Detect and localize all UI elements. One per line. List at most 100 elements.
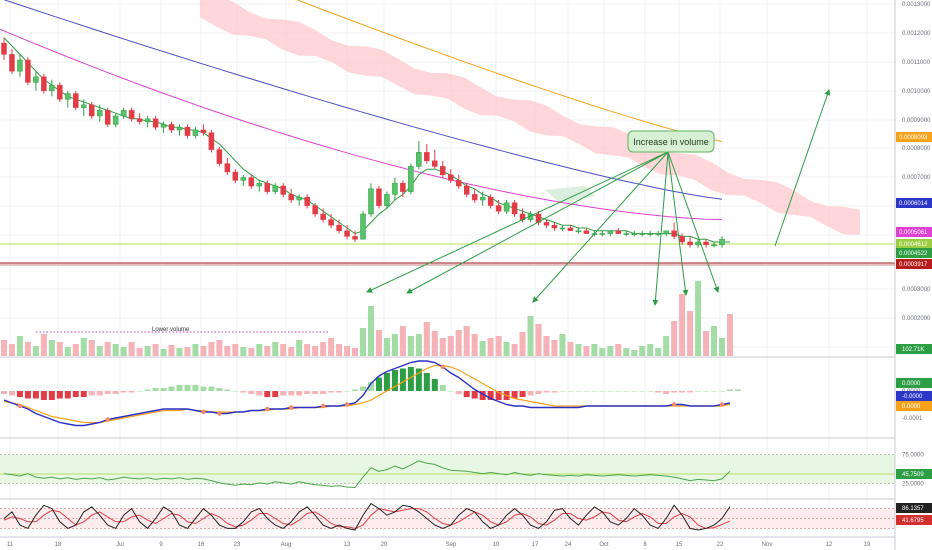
macd-cross-dot — [320, 403, 326, 409]
price-scale[interactable]: 0.0013000 0.0012000 0.0011000 0.0010000 0.00… — [894, 0, 932, 550]
volume-bar — [288, 347, 295, 356]
volume-bar — [264, 346, 271, 356]
volume-bar — [1, 340, 7, 356]
stoch-tag-box — [896, 515, 932, 525]
candle-body — [41, 76, 47, 92]
macd-histogram-bar — [264, 391, 271, 397]
macd-histogram-bar — [304, 391, 311, 394]
candle-body — [280, 185, 286, 195]
volume-bar — [615, 344, 622, 356]
price-tick-label: 0.0010000 — [902, 89, 931, 95]
volume-bar — [639, 346, 646, 356]
volume-bar — [399, 326, 406, 356]
volume-bar — [703, 331, 710, 356]
price-tag-box — [896, 259, 932, 269]
annotation-arrow — [667, 151, 720, 293]
macd-histogram-bar — [24, 391, 31, 399]
candle-body — [559, 227, 566, 230]
price-tag-box — [896, 248, 932, 258]
macd-histogram-bar — [383, 373, 390, 391]
candle-body — [384, 194, 390, 206]
increase-volume-box — [627, 130, 715, 153]
volume-bar — [32, 346, 39, 356]
candle-body — [615, 230, 622, 234]
macd-histogram-bar — [703, 391, 710, 392]
volume-bar — [591, 344, 598, 356]
candle-body — [551, 224, 558, 229]
volume-bar — [272, 342, 279, 356]
volume-tag-box — [896, 344, 932, 354]
macd-histogram-bar — [431, 379, 438, 391]
candle-body — [81, 104, 87, 108]
macd-cross-dot — [105, 417, 110, 422]
macd-histogram-bar — [160, 388, 167, 391]
candle-body — [368, 188, 374, 215]
candle-body — [33, 76, 39, 83]
macd-histogram-bar — [391, 370, 398, 391]
macd-tag-box — [896, 378, 932, 388]
macd-histogram-bar — [495, 391, 502, 400]
candle-body — [17, 59, 23, 72]
candle-body — [128, 110, 135, 120]
stochastic-pane[interactable] — [0, 502, 895, 531]
stoch-d-line — [3, 508, 731, 529]
volume-bar — [599, 348, 606, 356]
time-tick-label: 23 — [234, 542, 241, 548]
volume-bar — [232, 344, 239, 356]
candle-body — [471, 194, 478, 201]
macd-histogram-bar — [344, 391, 351, 392]
volume-bar — [415, 334, 422, 356]
macd-histogram-bar — [352, 389, 359, 391]
rsi-pane[interactable] — [0, 454, 895, 489]
candlesticks — [1, 37, 725, 248]
macd-histogram-bar — [200, 386, 207, 391]
time-tick-label: Sep — [446, 542, 457, 548]
candle-body — [288, 194, 294, 201]
candle-body — [312, 205, 318, 215]
volume-bar — [160, 349, 167, 356]
price-tick-label: 0.0003000 — [902, 287, 931, 293]
macd-cross-dot — [265, 406, 270, 412]
macd-pane[interactable] — [1, 360, 741, 427]
volume-bar — [711, 326, 718, 356]
macd-histogram-bar — [296, 391, 303, 396]
volume-bar — [144, 346, 151, 356]
macd-tag-label: -0.0000 — [902, 394, 923, 400]
ema-orange-line — [296, 0, 723, 142]
macd-histogram-bar — [56, 391, 63, 399]
macd-tag-label: 0.0000 — [902, 381, 921, 387]
macd-histogram-bar — [679, 391, 686, 393]
macd-histogram-bar — [112, 391, 119, 394]
candle-body — [328, 219, 334, 226]
volume-bar — [168, 345, 175, 356]
volume-bar — [503, 342, 510, 356]
macd-histogram-bar — [631, 391, 638, 392]
macd-histogram-bar — [647, 391, 654, 392]
price-tick-label: 0.0002000 — [902, 316, 931, 322]
price-pane[interactable]: Lower volume Increase in volume — [0, 0, 895, 537]
volume-bar — [112, 344, 119, 356]
candle-body — [200, 129, 207, 134]
candle-body — [160, 124, 167, 128]
volume-bar — [320, 342, 327, 356]
candle-body — [136, 118, 143, 122]
volume-bar — [631, 350, 638, 356]
candle-body — [272, 185, 278, 192]
macd-histogram-bar — [128, 391, 135, 393]
macd-histogram-bar — [726, 389, 733, 391]
annotation-arrows — [366, 89, 831, 306]
macd-histogram-bar — [64, 391, 71, 399]
candle-body — [25, 59, 31, 83]
volume-bar — [200, 346, 207, 356]
macd-cross-dot — [440, 364, 445, 370]
candle-body — [631, 233, 637, 235]
macd-histogram-bar — [80, 391, 87, 397]
time-axis[interactable]: 11 18 Jul 9 16 23 Aug 13 20 Sep 10 17 24 Oct 8 15 22 Nov 1… — [7, 542, 871, 548]
volume-bar — [80, 338, 87, 356]
macd-histogram-bar — [1, 391, 7, 394]
candle-body — [9, 54, 15, 72]
macd-histogram-bar — [375, 377, 382, 391]
stoch-k-line — [3, 502, 731, 531]
macd-histogram-bar — [48, 391, 55, 400]
volume-bar — [336, 344, 343, 356]
